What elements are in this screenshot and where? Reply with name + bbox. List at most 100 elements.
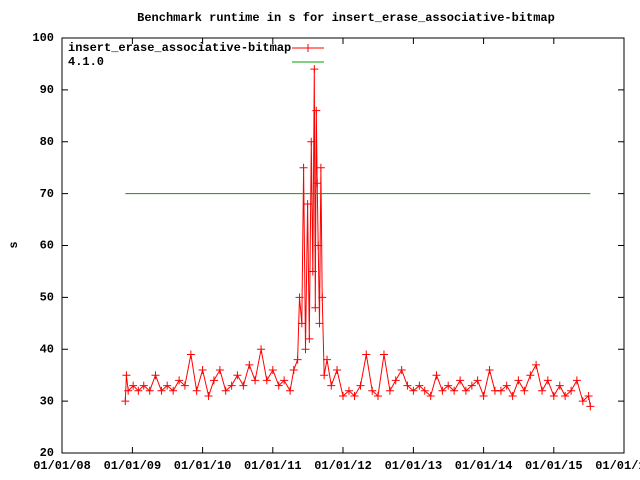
x-tick-label: 01/01/10: [174, 459, 232, 473]
data-point: [198, 366, 207, 374]
data-point: [227, 381, 236, 390]
data-point: [204, 391, 213, 400]
chart-title: Benchmark runtime in s for insert_erase_…: [137, 11, 555, 25]
data-point: [312, 106, 321, 115]
data-point: [572, 376, 581, 385]
data-point: [323, 355, 332, 364]
y-axis-label: s: [7, 241, 21, 248]
data-point: [303, 200, 312, 208]
data-point: [339, 391, 347, 400]
data-point: [122, 371, 131, 380]
data-point: [586, 402, 595, 411]
data-point: [426, 391, 435, 400]
data-point: [305, 334, 314, 343]
data-point: [479, 391, 488, 400]
data-point: [450, 386, 459, 395]
legend-label: insert_erase_associative-bitmap: [68, 41, 291, 55]
data-point: [543, 376, 552, 385]
data-point: [262, 376, 271, 385]
data-point: [311, 303, 320, 312]
data-point: [532, 360, 541, 369]
data-point: [438, 386, 447, 395]
y-tick-label: 30: [40, 394, 54, 408]
x-tick-label: 01/01/15: [525, 459, 583, 473]
data-point: [567, 386, 576, 395]
data-point: [561, 391, 570, 400]
data-point: [280, 376, 289, 385]
data-point: [310, 65, 319, 74]
data-point: [496, 386, 505, 395]
data-point: [391, 376, 400, 385]
data-point: [145, 386, 154, 395]
data-point: [157, 386, 166, 395]
data-point: [578, 397, 587, 406]
data-point: [420, 386, 429, 395]
data-point: [151, 371, 160, 380]
data-point: [432, 371, 441, 380]
data-point: [245, 360, 254, 369]
legend-label: 4.1.0: [68, 55, 104, 69]
data-point: [549, 391, 558, 400]
data-point: [318, 293, 327, 302]
data-point: [397, 366, 406, 374]
y-tick-label: 50: [40, 291, 54, 305]
data-point: [124, 386, 133, 395]
data-point: [315, 319, 324, 328]
data-point: [301, 345, 310, 354]
data-point: [333, 366, 342, 374]
data-point: [299, 163, 308, 172]
data-point: [362, 350, 371, 359]
data-point: [163, 381, 172, 390]
x-tick-label: 01/01/14: [455, 459, 513, 473]
data-point: [485, 366, 494, 374]
data-point: [467, 381, 476, 390]
data-point: [286, 386, 295, 395]
data-point: [456, 376, 465, 385]
data-point: [444, 381, 453, 390]
data-point: [314, 241, 323, 250]
data-point: [129, 381, 138, 390]
data-point: [327, 381, 336, 390]
data-point: [239, 381, 248, 390]
data-point: [555, 381, 564, 390]
data-point: [385, 386, 394, 395]
data-point: [350, 391, 359, 400]
data-point: [257, 345, 266, 354]
data-point: [293, 355, 302, 364]
y-tick-label: 40: [40, 342, 54, 356]
data-point: [374, 391, 383, 400]
data-point: [313, 179, 322, 188]
data-point: [297, 319, 306, 328]
data-point: [251, 376, 260, 385]
data-point: [274, 381, 283, 390]
data-point: [307, 137, 316, 146]
data-point: [356, 381, 365, 390]
data-point: [215, 366, 224, 374]
y-tick-label: 70: [40, 187, 54, 201]
y-tick-label: 80: [40, 135, 54, 149]
data-point: [502, 381, 511, 390]
data-point: [368, 386, 377, 395]
data-point: [209, 376, 218, 385]
y-tick-label: 60: [40, 239, 54, 253]
x-tick-label: 01/01/11: [244, 459, 302, 473]
data-point: [403, 381, 412, 390]
legend-marker: [304, 44, 312, 52]
data-point: [268, 366, 277, 374]
data-point: [316, 163, 325, 172]
x-tick-label: 01/01/09: [104, 459, 162, 473]
data-point: [584, 391, 593, 400]
data-point: [508, 391, 517, 400]
data-point: [121, 397, 130, 406]
data-point: [379, 350, 388, 359]
data-point: [233, 371, 242, 380]
x-tick-label: 01/01/16: [595, 459, 640, 473]
data-point: [134, 386, 143, 395]
data-point: [320, 371, 329, 380]
data-point: [169, 386, 178, 395]
data-point: [289, 366, 298, 374]
data-point: [186, 350, 195, 359]
data-point: [526, 371, 535, 380]
